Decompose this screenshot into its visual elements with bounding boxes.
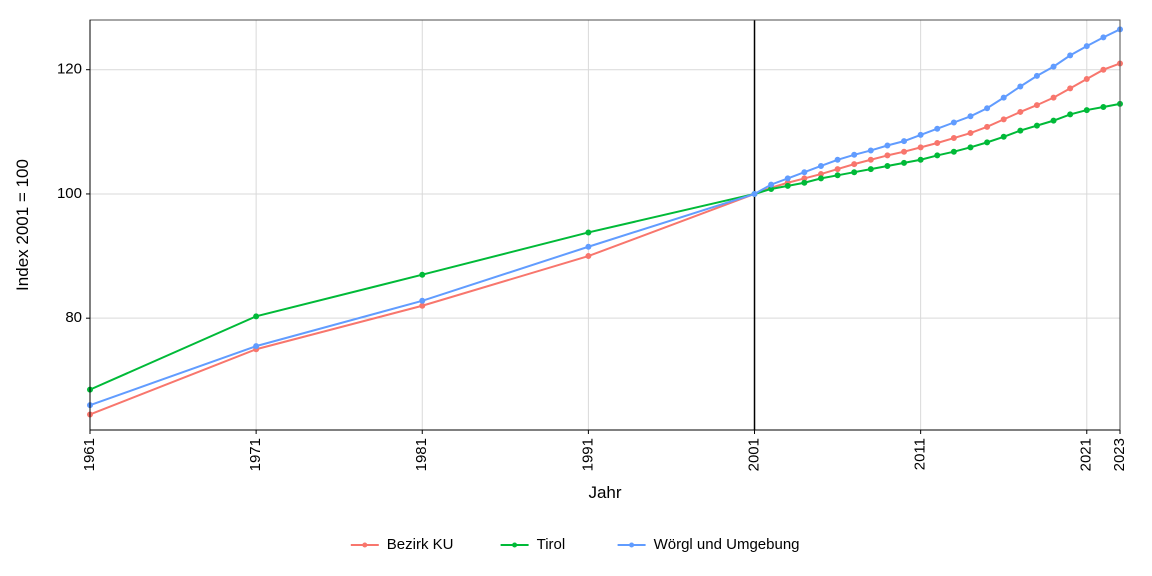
series-point <box>885 163 890 168</box>
series-point <box>868 157 873 162</box>
series-point <box>1084 108 1089 113</box>
series-point <box>785 176 790 181</box>
series-point <box>1051 64 1056 69</box>
series-point <box>420 298 425 303</box>
series-point <box>769 182 774 187</box>
series-point <box>985 124 990 129</box>
series-point <box>420 272 425 277</box>
legend-point <box>629 543 634 548</box>
series-point <box>835 167 840 172</box>
series-point <box>951 136 956 141</box>
x-tick-label: 2023 <box>1111 438 1128 471</box>
legend-label: Tirol <box>537 536 566 553</box>
plot-panel <box>90 20 1120 430</box>
x-tick-label: 1991 <box>579 438 596 471</box>
series-point <box>1018 109 1023 114</box>
series-point <box>586 254 591 259</box>
series-point <box>902 160 907 165</box>
series-point <box>1001 117 1006 122</box>
series-point <box>918 132 923 137</box>
y-axis-title: Index 2001 = 100 <box>13 159 32 291</box>
series-point <box>951 120 956 125</box>
series-point <box>1101 67 1106 72</box>
x-tick-label: 2021 <box>1078 438 1095 471</box>
chart-svg: 80 100 120 1961 1971 1981 1991 2001 2011 2021 2023… <box>0 0 1152 576</box>
x-tick-label: 1961 <box>81 438 98 471</box>
x-axis-title: Jahr <box>588 483 621 502</box>
series-point <box>852 162 857 167</box>
y-tick-label: 100 <box>57 185 82 202</box>
series-point <box>1051 118 1056 123</box>
series-point <box>818 176 823 181</box>
x-tick-label: 1971 <box>247 438 264 471</box>
series-point <box>1068 86 1073 91</box>
series-point <box>1018 128 1023 133</box>
series-point <box>1101 35 1106 40</box>
series-point <box>968 131 973 136</box>
series-point <box>935 153 940 158</box>
series-point <box>968 145 973 150</box>
y-tick-label: 120 <box>57 61 82 78</box>
series-point <box>852 152 857 157</box>
series-point <box>852 170 857 175</box>
series-point <box>835 157 840 162</box>
series-point <box>1001 95 1006 100</box>
series-point <box>752 191 757 196</box>
series-point <box>902 139 907 144</box>
series-point <box>1018 84 1023 89</box>
legend-point <box>512 543 517 548</box>
series-point <box>1034 103 1039 108</box>
series-point <box>420 303 425 308</box>
series-point <box>586 230 591 235</box>
series-point <box>935 126 940 131</box>
series-point <box>951 149 956 154</box>
series-point <box>818 163 823 168</box>
series-point <box>985 106 990 111</box>
series-point <box>1034 73 1039 78</box>
series-point <box>868 148 873 153</box>
series-point <box>985 140 990 145</box>
series-point <box>868 167 873 172</box>
series-point <box>785 183 790 188</box>
series-point <box>802 180 807 185</box>
series-point <box>918 157 923 162</box>
series-point <box>1084 44 1089 49</box>
legend-label: Bezirk KU <box>387 536 454 553</box>
series-point <box>1101 104 1106 109</box>
series-point <box>1051 95 1056 100</box>
series-point <box>1084 77 1089 82</box>
series-point <box>902 149 907 154</box>
y-tick-label: 80 <box>65 309 82 326</box>
series-point <box>968 114 973 119</box>
series-point <box>586 244 591 249</box>
series-point <box>254 314 259 319</box>
series-point <box>802 170 807 175</box>
x-tick-label: 1981 <box>413 438 430 471</box>
x-tick-label: 2011 <box>912 438 929 470</box>
series-point <box>935 141 940 146</box>
legend-label: Wörgl und Umgebung <box>654 536 800 553</box>
population-index-chart: 80 100 120 1961 1971 1981 1991 2001 2011 2021 2023… <box>0 0 1152 576</box>
series-point <box>1068 53 1073 58</box>
series-point <box>1034 123 1039 128</box>
series-point <box>1068 112 1073 117</box>
series-point <box>885 153 890 158</box>
x-tick-label: 2001 <box>745 438 762 471</box>
series-point <box>254 344 259 349</box>
series-point <box>918 145 923 150</box>
series-point <box>835 173 840 178</box>
legend-point <box>362 543 367 548</box>
series-point <box>885 143 890 148</box>
series-point <box>1001 134 1006 139</box>
